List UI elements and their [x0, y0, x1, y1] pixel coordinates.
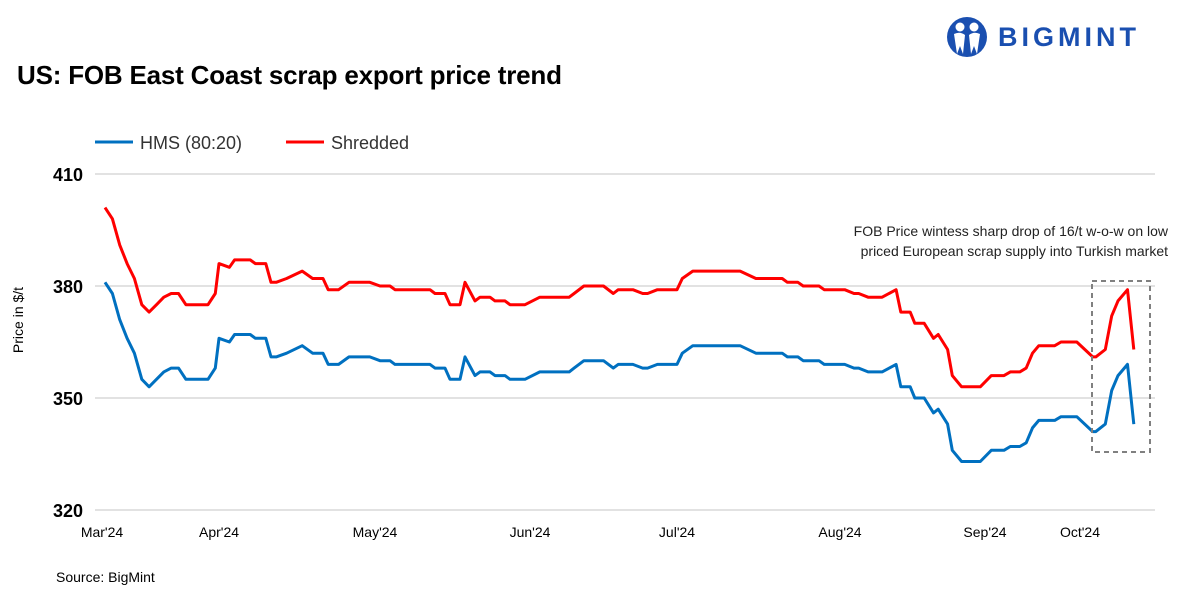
x-tick-label: Mar'24 [81, 524, 124, 540]
x-tick-label: Jul'24 [659, 524, 695, 540]
x-tick-label: Sep'24 [963, 524, 1006, 540]
y-tick-label: 410 [53, 165, 83, 185]
bigmint-logo: BIGMINT [946, 16, 1140, 58]
highlight-box [1091, 280, 1151, 453]
series-line-hms [103, 281, 1136, 463]
x-tick-label: Oct'24 [1060, 524, 1100, 540]
legend-label-shredded: Shredded [331, 133, 409, 153]
series-line-shredded [103, 206, 1136, 389]
annotation-line-1: FOB Price wintess sharp drop of 16/t w-o… [854, 223, 1169, 239]
y-axis-label: Price in $/t [10, 287, 26, 353]
annotation-line-2: priced European scrap supply into Turkis… [861, 243, 1168, 259]
logo-text: BIGMINT [998, 21, 1140, 52]
x-tick-label: Apr'24 [199, 524, 239, 540]
legend-label-hms: HMS (80:20) [140, 133, 242, 153]
source-note: Source: BigMint [56, 569, 155, 585]
y-tick-label: 320 [53, 501, 83, 521]
y-tick-label: 380 [53, 277, 83, 297]
x-tick-label: Aug'24 [818, 524, 861, 540]
bigmint-logo-icon [947, 17, 987, 57]
x-tick-label: May'24 [353, 524, 398, 540]
legend: HMS (80:20) Shredded [95, 133, 409, 153]
y-tick-label: 350 [53, 389, 83, 409]
x-tick-label: Jun'24 [510, 524, 551, 540]
chart-title: US: FOB East Coast scrap export price tr… [17, 60, 562, 90]
